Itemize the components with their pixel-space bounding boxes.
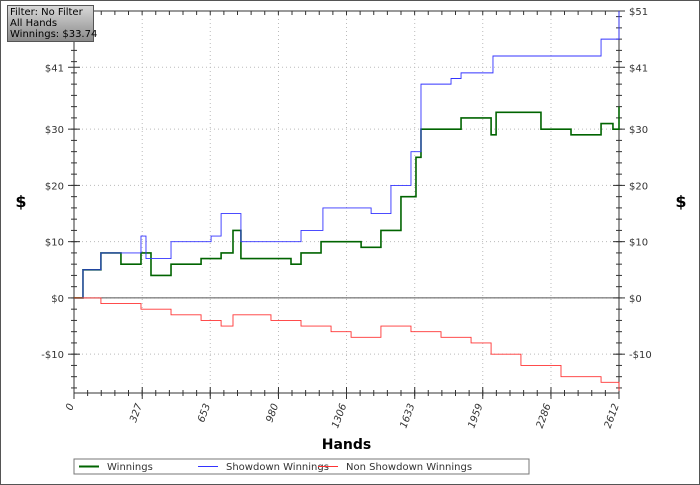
y-tick-label-right: $41 bbox=[629, 63, 648, 74]
filter-info-box: Filter: No Filter All Hands Winnings: $3… bbox=[7, 5, 98, 42]
x-tick-label: 653 bbox=[196, 402, 213, 424]
y-tick-label-left: $30 bbox=[45, 125, 64, 136]
x-axis-title: Hands bbox=[322, 437, 372, 453]
series-line-non-showdown-winnings bbox=[74, 297, 620, 391]
x-tick-label: 1633 bbox=[399, 402, 418, 430]
y-tick-label-right: -$10 bbox=[629, 350, 652, 361]
y-axis-title-right: $ bbox=[675, 192, 686, 211]
x-tick-label: 0 bbox=[64, 402, 77, 412]
y-tick-label-right: $0 bbox=[629, 294, 642, 305]
hands-label: All Hands bbox=[10, 18, 58, 29]
legend-label: Winnings bbox=[107, 462, 153, 473]
filter-label: Filter: No Filter bbox=[10, 7, 83, 18]
x-tick-label: 1306 bbox=[330, 402, 349, 430]
y-tick-label-left: $0 bbox=[51, 294, 64, 305]
y-tick-label-right: $30 bbox=[629, 125, 648, 136]
x-tick-label: 1959 bbox=[467, 402, 486, 430]
series-line-showdown-winnings bbox=[74, 11, 620, 299]
y-tick-label-left: $41 bbox=[45, 63, 64, 74]
x-tick-label: 2286 bbox=[535, 402, 554, 430]
y-tick-label-left: $20 bbox=[45, 181, 64, 192]
y-tick-label-right: $10 bbox=[629, 238, 648, 249]
y-tick-label-right: $51 bbox=[629, 7, 648, 18]
legend-box bbox=[73, 458, 530, 475]
x-tick-label: 327 bbox=[128, 402, 145, 424]
x-tick-label: 980 bbox=[264, 402, 281, 424]
series-line-winnings bbox=[74, 106, 620, 299]
y-tick-label-left: $10 bbox=[45, 238, 64, 249]
winnings-label: Winnings: $33.74 bbox=[10, 29, 98, 40]
legend-label: Showdown Winnings bbox=[226, 462, 329, 473]
legend-label: Non Showdown Winnings bbox=[346, 462, 472, 473]
y-tick-label-right: $20 bbox=[629, 181, 648, 192]
y-axis-title-left: $ bbox=[15, 192, 26, 211]
x-tick-label: 2612 bbox=[603, 402, 622, 430]
y-tick-label-left: -$10 bbox=[41, 350, 64, 361]
